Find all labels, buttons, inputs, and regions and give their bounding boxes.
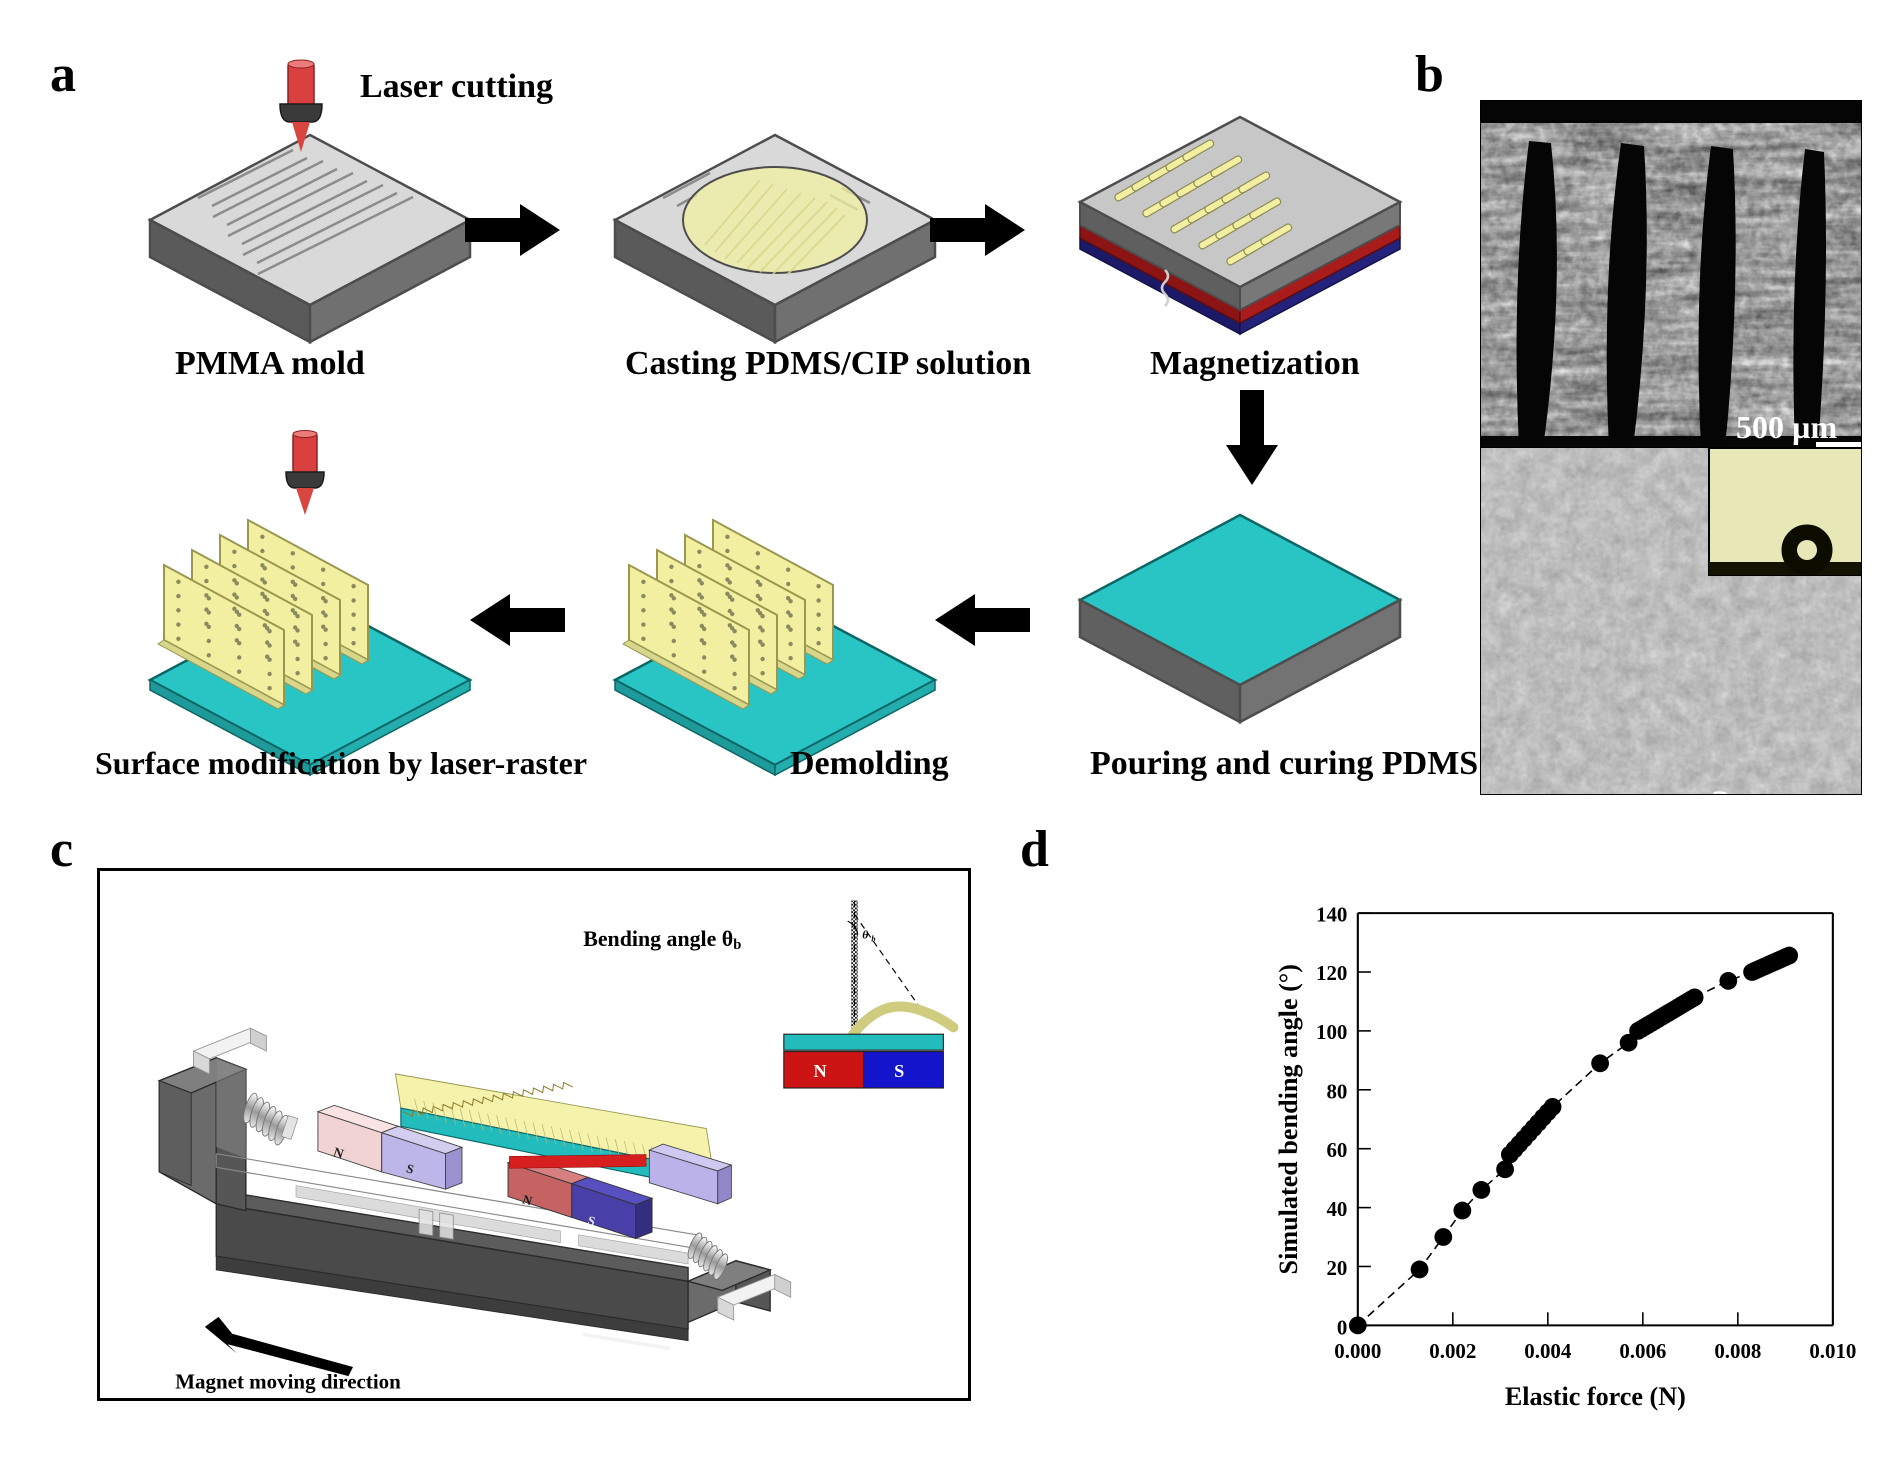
svg-text:θ: θ	[862, 927, 868, 941]
svg-text:S: S	[894, 1061, 904, 1081]
svg-text:40: 40	[1326, 1197, 1347, 1221]
svg-text:0.008: 0.008	[1714, 1339, 1761, 1363]
svg-text:N: N	[813, 1061, 826, 1081]
svg-text:Bending angle θb: Bending angle θb	[583, 927, 741, 953]
svg-text:Simulated bending angle (°): Simulated bending angle (°)	[1274, 964, 1303, 1274]
svg-text:60: 60	[1326, 1138, 1347, 1162]
svg-text:Magnet moving direction: Magnet moving direction	[175, 1369, 401, 1393]
svg-text:Elastic force (N): Elastic force (N)	[1505, 1382, 1686, 1411]
svg-text:0.006: 0.006	[1619, 1339, 1666, 1363]
svg-text:0.000: 0.000	[1334, 1339, 1381, 1363]
svg-text:0: 0	[1337, 1315, 1347, 1339]
svg-text:b: b	[871, 935, 875, 944]
svg-text:140: 140	[1316, 902, 1347, 926]
svg-text:500 µm: 500 µm	[1736, 409, 1837, 445]
svg-text:0.002: 0.002	[1429, 1339, 1476, 1363]
svg-text:100: 100	[1316, 1020, 1347, 1044]
svg-text:120: 120	[1316, 961, 1347, 985]
svg-text:0.004: 0.004	[1524, 1339, 1572, 1363]
svg-text:80: 80	[1326, 1079, 1347, 1103]
svg-text:0.010: 0.010	[1809, 1339, 1856, 1363]
svg-text:20: 20	[1326, 1256, 1347, 1280]
